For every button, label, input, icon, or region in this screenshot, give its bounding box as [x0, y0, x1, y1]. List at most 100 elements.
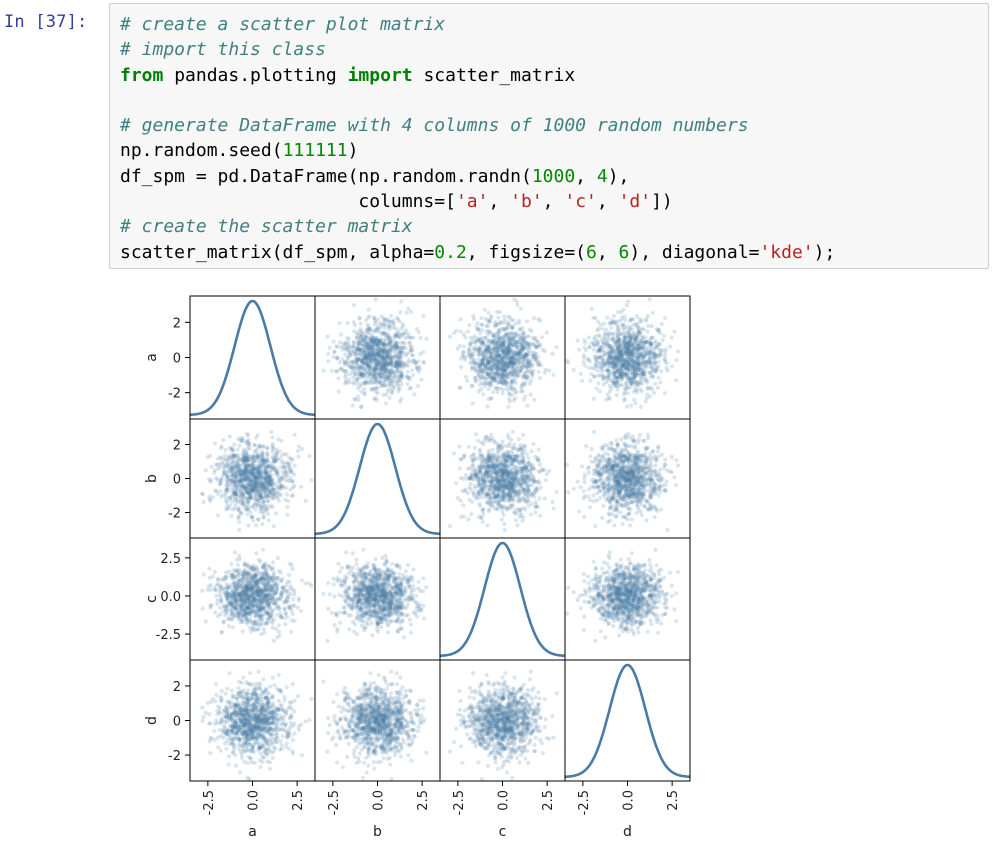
scatter-point [490, 340, 495, 345]
scatter-point [619, 373, 624, 378]
scatter-point [507, 371, 512, 376]
scatter-point [391, 336, 396, 341]
scatter-point [505, 335, 511, 340]
scatter-point [617, 337, 622, 342]
scatter-point [621, 365, 626, 370]
scatter-point [458, 329, 463, 334]
scatter-point [515, 498, 520, 503]
scatter-point [631, 356, 636, 361]
scatter-point [222, 453, 227, 458]
scatter-point [618, 360, 623, 365]
scatter-point [526, 360, 531, 365]
scatter-point [503, 456, 509, 461]
scatter-point [267, 463, 272, 469]
scatter-point [201, 499, 206, 505]
scatter-point [486, 347, 491, 352]
scatter-point [242, 460, 247, 465]
scatter-point [369, 355, 374, 361]
scatter-point [278, 478, 283, 483]
scatter-point [503, 345, 508, 350]
scatter-point [356, 374, 361, 379]
scatter-point [641, 362, 646, 367]
scatter-point [621, 361, 626, 366]
scatter-point [515, 476, 520, 481]
scatter-point [625, 340, 631, 345]
scatter-point [510, 480, 515, 485]
scatter-point [489, 504, 494, 509]
scatter-point [230, 469, 235, 474]
scatter-point [645, 352, 650, 357]
scatter-point [496, 340, 501, 346]
scatter-point [273, 452, 278, 458]
scatter-point [374, 398, 379, 403]
scatter-point [517, 489, 522, 494]
scatter-point [630, 349, 635, 354]
scatter-point [271, 487, 277, 493]
code-cell[interactable]: # create a scatter plot matrix # import t… [109, 3, 989, 269]
scatter-point [486, 345, 491, 350]
scatter-point [611, 348, 616, 353]
scatter-point [243, 450, 249, 455]
scatter-point [361, 343, 366, 348]
scatter-point [510, 490, 515, 495]
scatter-point [379, 383, 384, 388]
scatter-point [622, 352, 627, 357]
scatter-point [512, 509, 517, 514]
scatter-point [606, 358, 611, 363]
scatter-point [495, 310, 500, 315]
scatter-point [520, 451, 526, 456]
scatter-point [651, 374, 656, 380]
scatter-point [468, 335, 473, 340]
scatter-point [644, 348, 649, 353]
scatter-point [386, 350, 391, 355]
scatter-point [232, 506, 237, 511]
scatter-point [517, 360, 522, 365]
scatter-point [383, 360, 388, 365]
scatter-point [369, 351, 374, 356]
scatter-point [508, 360, 513, 365]
scatter-point [520, 360, 525, 365]
scatter-point [458, 317, 463, 322]
scatter-point [522, 487, 528, 492]
scatter-point [542, 370, 547, 375]
scatter-point [490, 357, 495, 362]
scatter-point [577, 347, 582, 352]
scatter-point [383, 367, 388, 372]
scatter-point [485, 464, 490, 469]
scatter-point [235, 465, 240, 470]
scatter-point [505, 449, 510, 454]
scatter-point [405, 363, 410, 368]
scatter-point [631, 364, 636, 369]
scatter-point [409, 348, 414, 353]
scatter-point [342, 369, 347, 374]
scatter-point [383, 330, 388, 335]
scatter-point [374, 362, 379, 367]
scatter-point [367, 326, 372, 331]
scatter-point [375, 365, 380, 370]
scatter-point [604, 397, 609, 402]
scatter-point [523, 465, 529, 470]
scatter-point [473, 475, 478, 480]
scatter-point [649, 365, 654, 371]
scatter-point [249, 504, 254, 509]
scatter-point [233, 494, 238, 499]
scatter-point [482, 464, 487, 469]
scatter-point [244, 489, 249, 495]
scatter-point [229, 472, 234, 477]
scatter-point [491, 488, 497, 493]
scatter-point [506, 357, 511, 362]
scatter-point [223, 447, 228, 452]
scatter-point [510, 486, 515, 491]
scatter-point [336, 376, 341, 381]
scatter-point [260, 452, 265, 457]
scatter-point [274, 491, 279, 496]
scatter-point [495, 359, 500, 364]
scatter-point [607, 343, 613, 349]
scatter-point [250, 453, 255, 458]
scatter-point [511, 481, 516, 486]
code-editor[interactable]: # create a scatter plot matrix # import t… [120, 12, 835, 265]
scatter-point [508, 494, 513, 499]
scatter-point [250, 488, 255, 493]
scatter-point [615, 339, 621, 344]
scatter-point [600, 358, 606, 363]
